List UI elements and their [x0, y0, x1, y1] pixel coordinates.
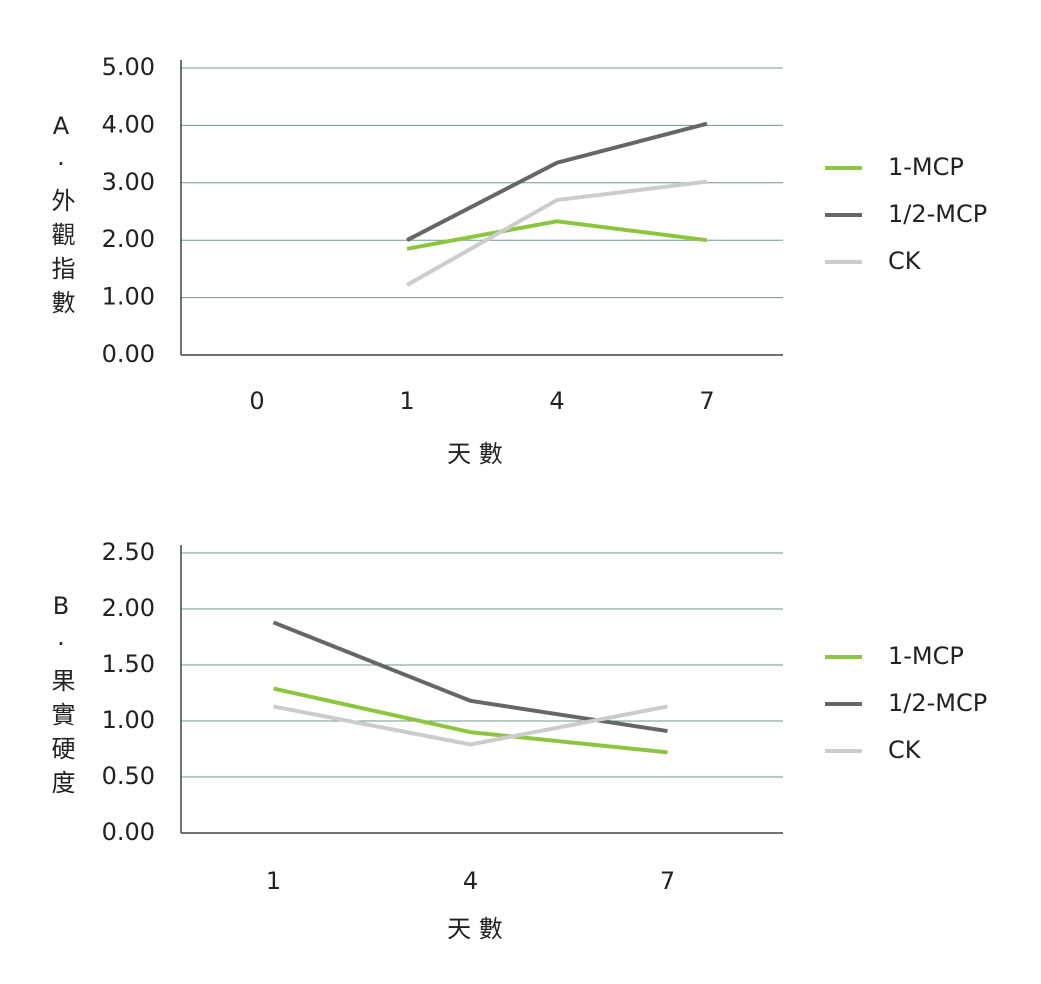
y-tick-label: 1.00: [102, 283, 155, 311]
legend-label: 1/2-MCP: [888, 689, 987, 717]
x-tick-label: 4: [463, 867, 478, 895]
series-line: [406, 121, 708, 242]
x-tick-label: 1: [399, 387, 414, 415]
y-tick-label: 0.00: [102, 340, 155, 368]
y-tick-label: 3.00: [102, 168, 155, 196]
x-tick-label: 7: [699, 387, 714, 415]
y-tick-label: 1.50: [102, 650, 155, 678]
y-tick-label: 2.00: [102, 225, 155, 253]
legend-label: 1/2-MCP: [888, 200, 987, 228]
x-tick-label: 7: [660, 867, 675, 895]
legend-label: CK: [888, 736, 922, 764]
y-tick-label: 2.50: [102, 538, 155, 566]
y-tick-label: 1.00: [102, 706, 155, 734]
y-tick-label: 0.00: [102, 818, 155, 846]
x-tick-label: 4: [549, 387, 564, 415]
y-tick-label: 5.00: [102, 53, 155, 81]
y-tick-label: 4.00: [102, 110, 155, 138]
y-axis-label: A·外觀指數: [47, 112, 75, 324]
series-line: [272, 620, 668, 734]
x-axis-label: 天 數: [447, 915, 503, 943]
y-axis-label: B·果實硬度: [47, 592, 75, 804]
series-line: [406, 179, 708, 287]
x-tick-label: 1: [266, 867, 281, 895]
series-line: [273, 704, 668, 747]
legend-label: CK: [888, 247, 922, 275]
y-tick-label: 0.50: [102, 762, 155, 790]
legend-label: 1-MCP: [888, 642, 964, 670]
y-tick-label: 2.00: [102, 594, 155, 622]
legend-label: 1-MCP: [888, 153, 964, 181]
series-line: [406, 219, 708, 251]
series-line: [273, 686, 668, 755]
x-axis-label: 天 數: [447, 440, 503, 468]
x-tick-label: 0: [249, 387, 264, 415]
